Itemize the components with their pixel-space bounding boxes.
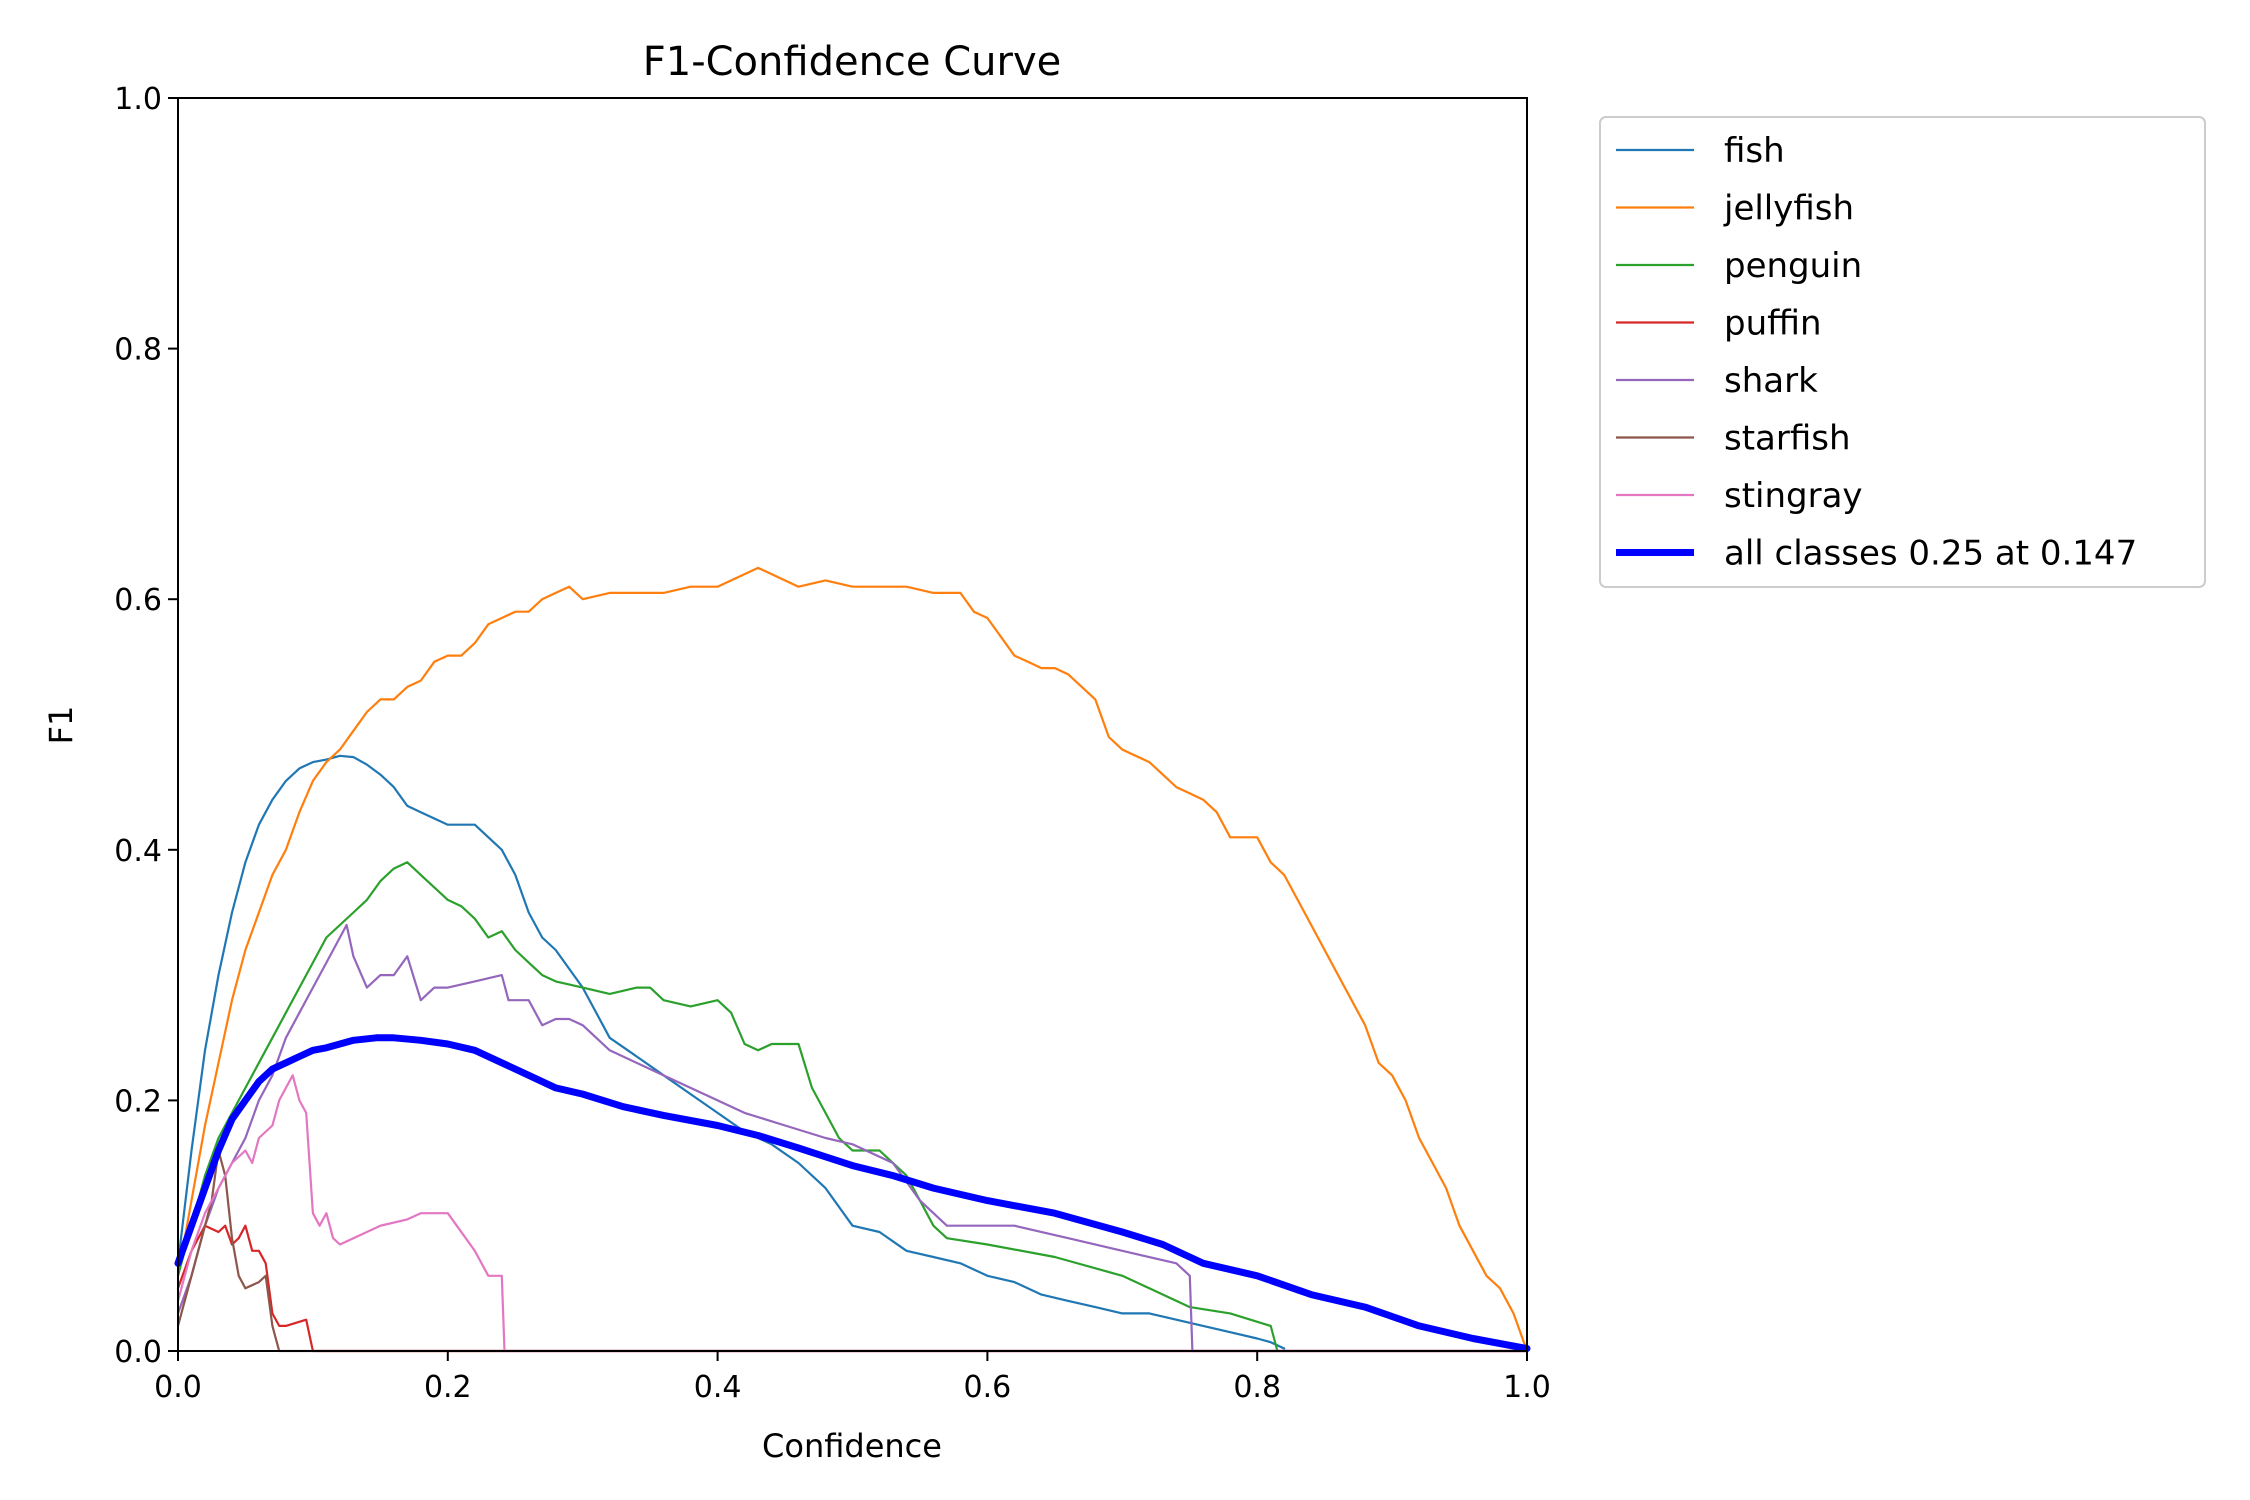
legend-frame (1599, 116, 2206, 588)
y-tick-label: 0.6 (114, 583, 162, 618)
chart-title: F1-Confidence Curve (643, 39, 1062, 85)
y-tick-label: 0.8 (114, 333, 162, 368)
y-axis: 0.0 0.2 0.4 0.6 0.8 1.0 (114, 82, 178, 1370)
series-line-5 (176, 1149, 1529, 1353)
y-tick-label: 0.2 (114, 1084, 162, 1119)
x-axis-title: Confidence (762, 1427, 942, 1465)
legend-label-5: starfish (1724, 419, 1851, 459)
legend-label-0: fish (1724, 131, 1785, 171)
legend-label-2: penguin (1724, 246, 1862, 286)
y-tick-label: 0.0 (114, 1335, 162, 1370)
y-axis-title: F1 (42, 706, 80, 745)
plot-frame (177, 97, 1528, 1352)
series-line-3 (176, 1224, 1529, 1353)
x-tick-label: 0.8 (1233, 1370, 1281, 1405)
x-tick-label: 0.6 (964, 1370, 1012, 1405)
x-tick-label: 0.4 (694, 1370, 742, 1405)
x-axis: 0.0 0.2 0.4 0.6 0.8 1.0 (154, 1351, 1551, 1405)
y-tick-label: 1.0 (114, 82, 162, 117)
series-layer (174, 566, 1531, 1353)
legend-label-3: puffin (1724, 304, 1822, 344)
legend-label-4: shark (1724, 361, 1818, 401)
series-line-2 (176, 861, 1279, 1353)
legend: fish jellyfish penguin puffin shark starfish s… (1599, 116, 2206, 588)
legend-label-7: all classes 0.25 at 0.147 (1724, 534, 2137, 574)
x-tick-label: 0.0 (154, 1370, 202, 1405)
y-tick-label: 0.4 (114, 834, 162, 869)
series-line-1 (176, 566, 1529, 1353)
series-line-4 (176, 923, 1529, 1353)
series-line-7 (174, 1034, 1531, 1352)
x-tick-label: 1.0 (1503, 1370, 1551, 1405)
legend-label-6: stingray (1724, 476, 1863, 516)
x-tick-label: 0.2 (424, 1370, 472, 1405)
legend-label-1: jellyfish (1723, 189, 1854, 229)
series-line-6 (176, 1074, 1529, 1353)
